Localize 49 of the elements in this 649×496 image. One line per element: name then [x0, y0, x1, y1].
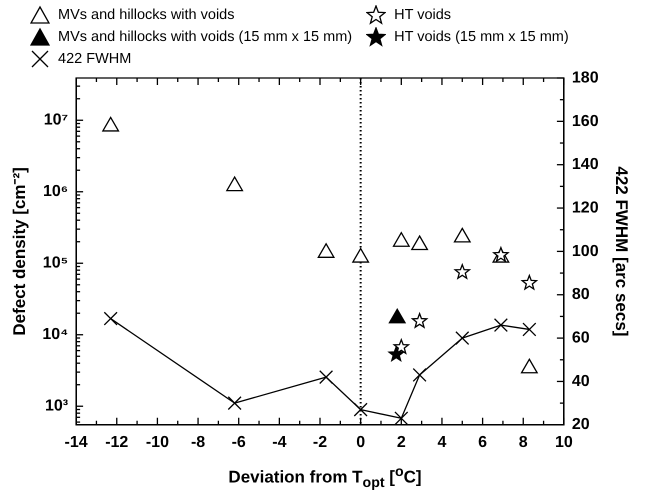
x-tick-label: -2 — [312, 434, 328, 451]
legend-label: HT voids — [394, 7, 452, 23]
point — [411, 235, 428, 250]
x-tick-label: -14 — [64, 434, 88, 451]
y-tick-label: 10⁴ — [42, 326, 68, 344]
y2-tick-label: 180 — [572, 69, 599, 86]
point — [388, 346, 404, 362]
y2-tick-label: 160 — [572, 112, 599, 130]
x-axis-title: Deviation from T$_{opt}$ [$^{o}$C] — [227, 464, 423, 492]
y2-tick-label: 140 — [572, 156, 599, 174]
y-tick-label: 10⁶ — [42, 183, 68, 200]
legend-label: 422 FWHM — [58, 51, 132, 67]
y2-tick-label: 120 — [572, 199, 599, 216]
x-tick-label: 2 — [396, 434, 406, 451]
y-axis-title: Defect density [cm⁻²] — [10, 167, 29, 336]
point — [522, 274, 538, 290]
y2-tick-label: 60 — [572, 330, 590, 347]
x-tick-label: -6 — [232, 434, 246, 451]
point — [412, 312, 428, 328]
x-tick-label: 4 — [438, 434, 447, 451]
point — [102, 116, 120, 132]
y2-tick-label: 40 — [572, 372, 590, 390]
legend-label: HT voids (15 mm x 15 mm) — [394, 29, 569, 45]
y2-tick-label: 20 — [572, 416, 590, 434]
point — [454, 228, 471, 243]
x-tick-label: 8 — [518, 434, 528, 451]
x-tick-label: -12 — [105, 434, 128, 451]
y-tick-label: 10⁵ — [42, 254, 68, 272]
point — [520, 358, 538, 374]
x-tick-label: 0 — [356, 434, 366, 451]
point — [352, 248, 370, 263]
legend-label: MVs and hillocks with voids — [58, 7, 234, 23]
point — [454, 264, 470, 279]
y2-tick-label: 80 — [572, 286, 590, 304]
y-tick-label: 10⁷ — [44, 112, 68, 129]
y2-tick-label: 100 — [572, 242, 599, 260]
point — [394, 339, 410, 354]
point — [392, 232, 410, 247]
x-tick-label: -4 — [272, 434, 287, 451]
y-tick-label: 10³ — [44, 398, 68, 415]
x-tick-label: -10 — [146, 434, 170, 451]
y2-axis-title: 422 FWHM [arc secs] — [612, 166, 632, 336]
point — [318, 243, 335, 258]
x-tick-label: -8 — [190, 434, 206, 451]
x-tick-label: 10 — [555, 434, 573, 451]
point — [388, 308, 406, 324]
legend-label: MVs and hillocks with voids (15 mm x 15 mm) — [58, 29, 352, 45]
point — [226, 176, 244, 192]
x-tick-label: 6 — [478, 434, 488, 451]
